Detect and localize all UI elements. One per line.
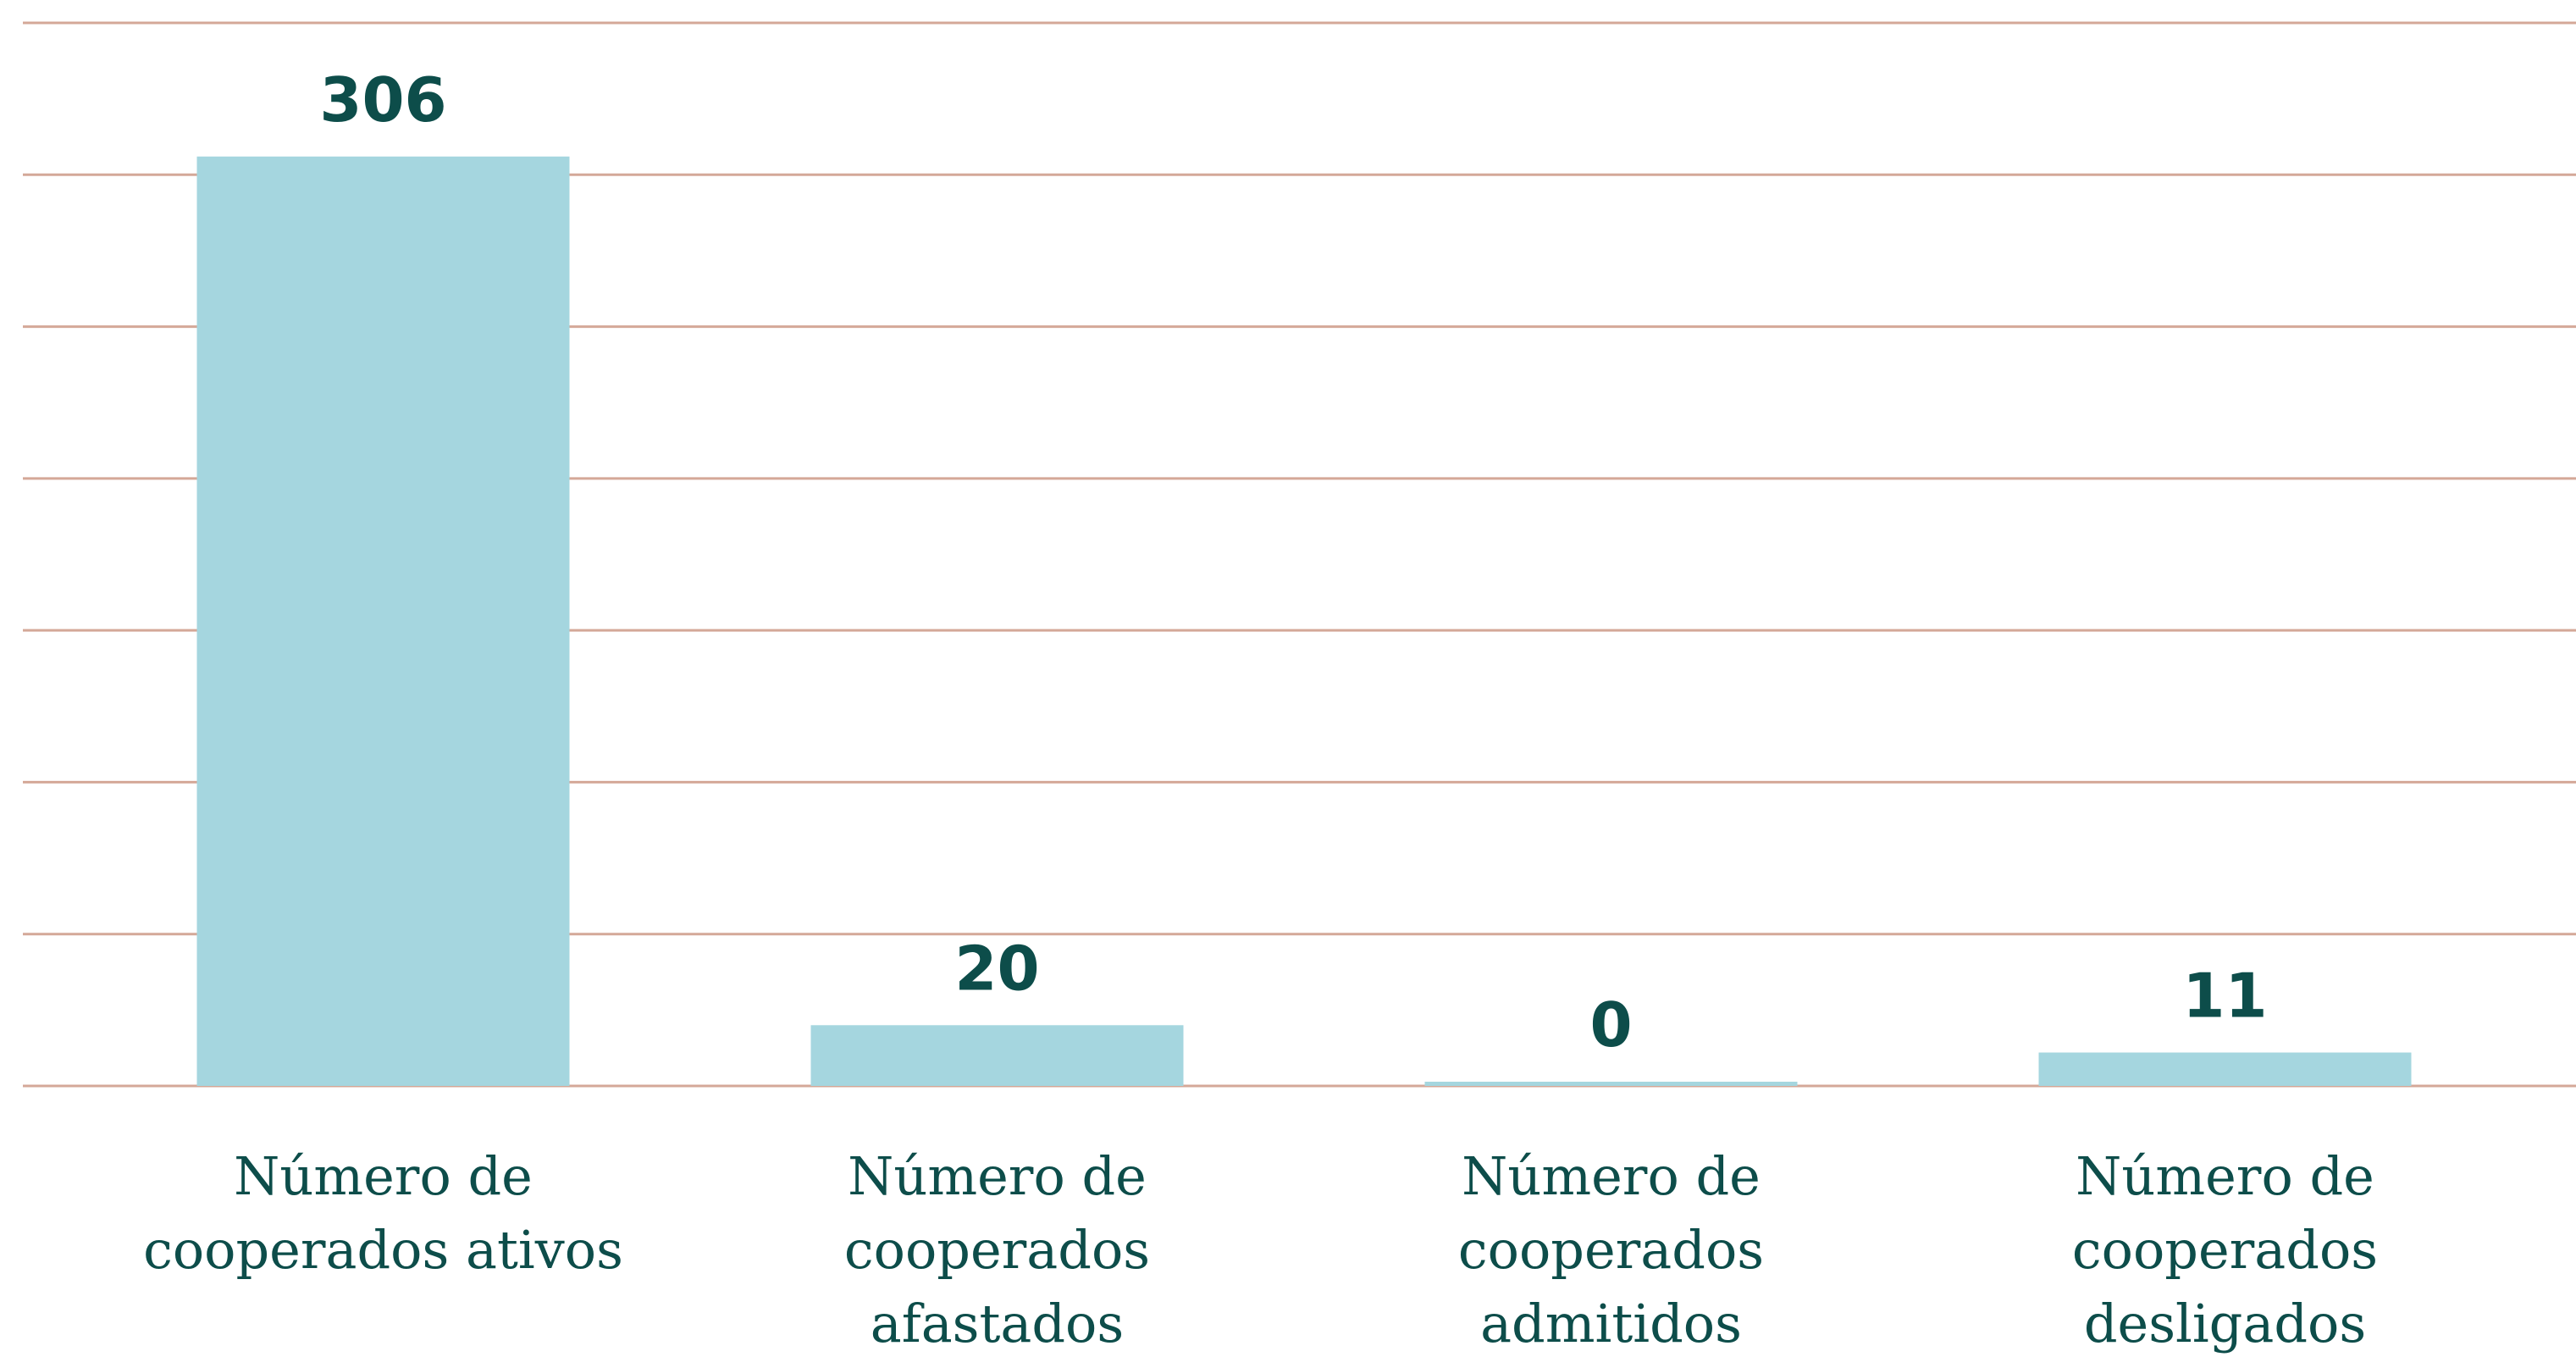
x-tick-label: Número de cooperados afastados xyxy=(843,1145,1151,1354)
value-label: 306 xyxy=(319,64,446,136)
x-tick-label: Número de cooperados ativos xyxy=(143,1145,623,1281)
x-tick-label: Número de cooperados desligados xyxy=(2071,1145,2379,1354)
value-label: 20 xyxy=(954,933,1039,1004)
bar xyxy=(1424,1082,1798,1086)
bar xyxy=(810,1025,1184,1086)
bar xyxy=(2038,1052,2412,1086)
value-label: 0 xyxy=(1589,989,1632,1061)
bar xyxy=(196,156,570,1086)
value-label: 11 xyxy=(2182,961,2267,1032)
x-tick-label: Número de cooperados admitidos xyxy=(1457,1145,1765,1354)
